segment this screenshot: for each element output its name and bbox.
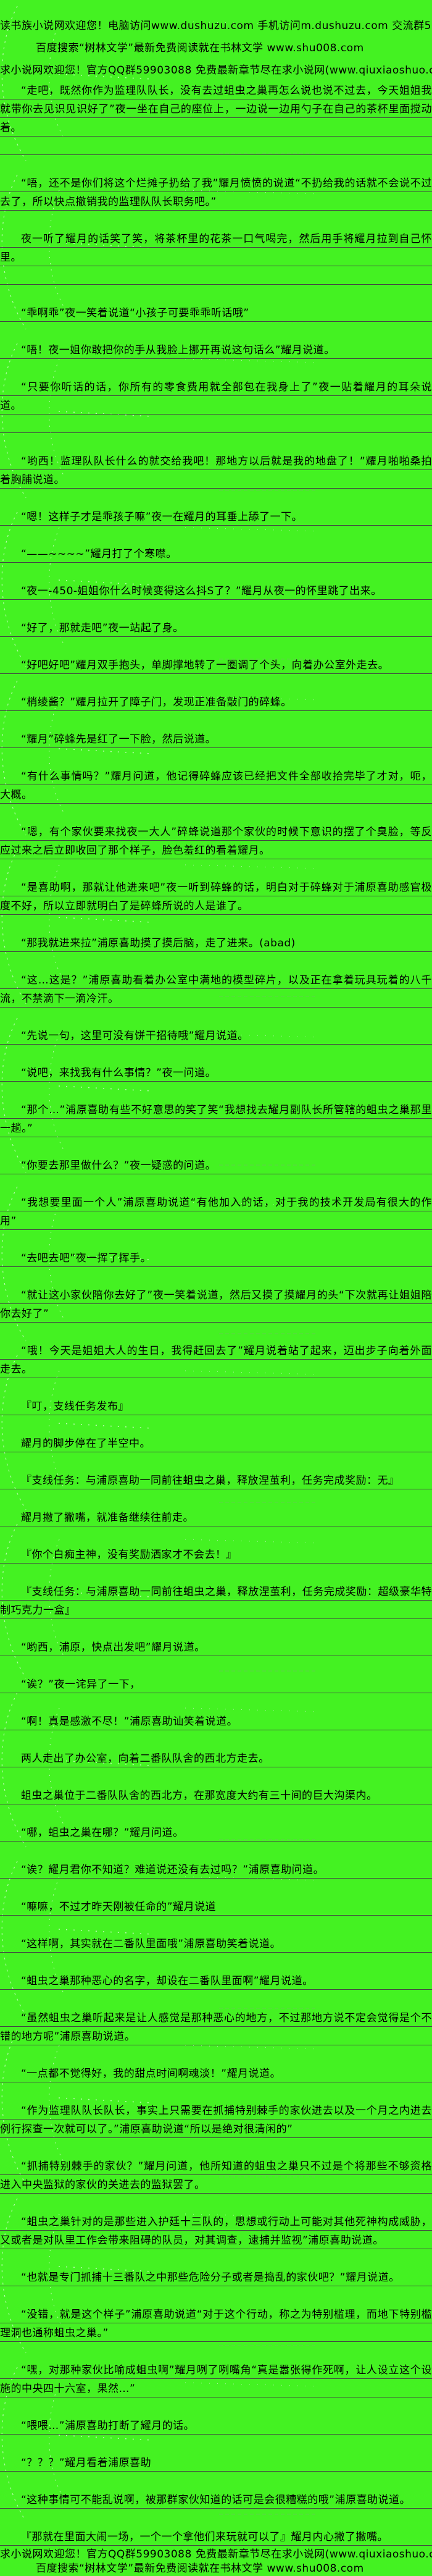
novel-paragraph: “嘛嘛，不过才昨天刚被任命的”耀月说道 (0, 1898, 432, 1916)
novel-paragraph: “这样啊，其实就在二番队里面哦”浦原喜助笑着说道。 (0, 1935, 432, 1953)
novel-paragraph: “哪，蛆虫之巢在哪？”耀月问道。 (0, 1824, 432, 1842)
novel-paragraph: 『你个白痴主神，没有奖励洒家才不会去！』 (0, 1546, 432, 1564)
novel-paragraph: “虽然蛆虫之巢听起来是让人感觉是那种恶心的地方，不过那地方说不定会觉得是个不错的… (0, 2009, 432, 2046)
novel-paragraph: “只要你听话的话，你所有的零食费用就全部包在我身上了”夜一贴着耀月的耳朵说道。 (0, 378, 432, 434)
novel-paragraph: “唔，还不是你们将这个烂摊子扔给了我”耀月愤愤的说道“不扔给我的话就不会说不过去… (0, 174, 432, 211)
novel-paragraph: “有什么事情吗？”耀月问道，他记得碎蜂应该已经把文件全部收拾完毕了才对，呃，大概… (0, 767, 432, 804)
novel-paragraph: “我想要里面一个人”浦原喜助说道“有他加入的话，对于我的技术开发局有很大的作用” (0, 1193, 432, 1231)
novel-paragraph: “好吧好吧”耀月双手抱头，单脚撑地转了一圈调了个头，向着办公室外走去。 (0, 656, 432, 675)
novel-paragraph: “也就是专门抓捕十三番队之中那些危险分子或者是捣乱的家伙吧？”耀月说道。 (0, 2268, 432, 2287)
novel-paragraph: “那我就进来拉”浦原喜助摸了摸后脑，走了进来。(abad) (0, 934, 432, 953)
site-promo-dushuzu: 读书族小说网欢迎您！电脑访问www.dushuzu.com 手机访问m.dush… (0, 20, 432, 32)
novel-paragraph: “嘿，对那种家伙比喻成蛆虫啊”耀月咧了咧嘴角“真是嚣张得作死啊，让人设立这个设施… (0, 2361, 432, 2398)
novel-paragraph: “诶？耀月君你不知道？难道说还没有去过吗？”浦原喜助问道。 (0, 1861, 432, 1879)
novel-paragraph: “唔！夜一姐你敢把你的手从我脸上挪开再说这句话么”耀月说道。 (0, 341, 432, 360)
novel-paragraph: “这…这是？”浦原喜助看着办公室中满地的模型碎片，以及正在拿着玩具玩着的八千流，… (0, 971, 432, 1008)
footer-promo-shu008: 百度搜索“树林文学”最新免费阅读就在书林文学 www.shu008.com (36, 2562, 364, 2575)
novel-paragraph: “哦！今天是姐姐大人的生日，我得赶回去了”耀月说着站了起来，迈出步子向着外面走去… (0, 1342, 432, 1379)
novel-paragraph: “嗯！这样子才是乖孩子嘛”夜一在耀月的耳垂上舔了一下。 (0, 508, 432, 526)
novel-paragraph: “蛆虫之巢那种恶心的名字，却设在二番队里面啊”耀月说道。 (0, 1972, 432, 1990)
novel-paragraph: “蛆虫之巢针对的是那些进入护廷十三队的，思想或行动上可能对其他死神构成威胁，又或… (0, 2213, 432, 2250)
novel-paragraph: “嗯，有个家伙要来找夜一大人”碎蜂说道那个家伙的时候下意识的摆了个臭脸，等反应过… (0, 823, 432, 860)
novel-paragraph: 『支线任务：与浦原喜助一同前往蛆虫之巢，释放涅茧利，任务完成奖励：超级豪华特制巧… (0, 1583, 432, 1620)
novel-paragraph: “？？？”耀月看着浦原喜助 (0, 2454, 432, 2472)
novel-paragraph: 『支线任务：与浦原喜助一同前往蛆虫之巢，释放涅茧利，任务完成奖励：无』 (0, 1471, 432, 1490)
novel-paragraph: 夜一听了耀月的话笑了笑，将茶杯里的花茶一口气喝完，然后用手将耀月拉到自己怀里。 (0, 230, 432, 285)
novel-paragraph: 两人走出了办公室，向着二番队队舍的西北方走去。 (0, 1749, 432, 1768)
novel-paragraph: “乖啊乖”夜一笑着说道“小孩子可要乖乖听话哦” (0, 304, 432, 322)
novel-paragraph: “先说一句，这里可没有饼干招待哦”耀月说道。 (0, 1027, 432, 1045)
novel-paragraph: 耀月撇了撇嘴，就准备继续往前走。 (0, 1509, 432, 1527)
novel-paragraph: “就让这小家伙陪你去好了”夜一笑着说道，然后又摸了摸耀月的头“下次就再让姐姐陪你… (0, 1286, 432, 1323)
novel-paragraph: 耀月的脚步停在了半空中。 (0, 1434, 432, 1453)
novel-paragraph: 蛆虫之巢位于二番队队舍的西北方，在那宽度大约有三十间的巨大沟渠内。 (0, 1787, 432, 1805)
novel-paragraph: “——~~~~”耀月打了个寒噤。 (0, 545, 432, 563)
novel-paragraph: “诶？”夜一诧异了一下， (0, 1675, 432, 1694)
site-promo-shu008: 百度搜索“树林文学”最新免费阅读就在书林文学 www.shu008.com (36, 42, 364, 54)
novel-paragraph: 『那就在里面大闹一场，一个一个拿他们来玩就可以了』耀月内心撇了撇嘴。 (0, 2528, 432, 2546)
site-footer: 求小说网欢迎您！官方QQ群59903088 免费最新章节尽在求小说网(www.q… (0, 2548, 432, 2576)
site-promo-qiuxiaoshuo: 求小说网欢迎您！官方QQ群59903088 免费最新章节尽在求小说网(www.q… (0, 64, 432, 77)
novel-paragraph: “好了，那就走吧”夜一站起了身。 (0, 619, 432, 638)
novel-paragraph: “喂喂…”浦原喜助打断了耀月的话。 (0, 2417, 432, 2435)
novel-paragraph: “是喜助啊，那就让他进来吧”夜一听到碎蜂的话，明白对于碎蜂对于浦原喜助感官极度不… (0, 878, 432, 915)
novel-paragraph: “啊！真是感激不尽！”浦原喜助讪笑着说道。 (0, 1712, 432, 1731)
novel-paragraph: “说吧，来找我有什么事情？”夜一问道。 (0, 1064, 432, 1082)
novel-paragraph: “哟西，浦原，快点出发吧”耀月说道。 (0, 1638, 432, 1657)
novel-paragraph: “一点都不觉得好，我的甜点时间啊魂淡！”耀月说道。 (0, 2065, 432, 2083)
chapter-text: “走吧，既然你作为监理队队长，没有去过蛆虫之巢再怎么说也说不过去，今天姐姐我就带… (0, 82, 432, 2546)
novel-paragraph: “那个…”浦原喜助有些不好意思的笑了笑“我想找去耀月副队长所管辖的蛆虫之巢那里一… (0, 1101, 432, 1138)
novel-paragraph: “哟西！监理队队长什么的就交给我吧！那地方以后就是我的地盘了！”耀月啪啪桑拍着胸… (0, 452, 432, 489)
novel-paragraph: “没错，就是这个样子”浦原喜助说道“对于这个行动，称之为特别槛理，而地下特别槛理… (0, 2305, 432, 2342)
novel-paragraph: “走吧，既然你作为监理队队长，没有去过蛆虫之巢再怎么说也说不过去，今天姐姐我就带… (0, 82, 432, 156)
novel-paragraph: 『叮，支线任务发布』 (0, 1397, 432, 1416)
footer-promo-qiuxiaoshuo: 求小说网欢迎您！官方QQ群59903088 免费最新章节尽在求小说网(www.q… (0, 2548, 432, 2561)
novel-paragraph: “抓捕特别棘手的家伙？”耀月问道，他所知道的蛆虫之巢只不过是个将那些不够资格进入… (0, 2157, 432, 2194)
novel-paragraph: “你要去那里做什么？”夜一疑惑的问道。 (0, 1156, 432, 1175)
novel-paragraph: “梢绫酱？”耀月拉开了障子门，发现正准备敲门的碎蜂。 (0, 693, 432, 712)
site-header: 读书族小说网欢迎您！电脑访问www.dushuzu.com 手机访问m.dush… (0, 0, 432, 82)
novel-paragraph: “这种事情可不能乱说啊，被那群家伙知道的话可是会很糟糕的哦”浦原喜助说道。 (0, 2491, 432, 2509)
novel-paragraph: “去吧去吧”夜一挥了挥手。 (0, 1249, 432, 1268)
novel-paragraph: “作为监理队队长队长，事实上只需要在抓捕特别棘手的家伙进去以及一个月之内进去例行… (0, 2102, 432, 2139)
novel-paragraph: “夜一-450-姐姐你什么时候变得这么抖S了？”耀月从夜一的怀里跳了出来。 (0, 582, 432, 600)
novel-paragraph: “耀月”碎蜂先是红了一下脸，然后说道。 (0, 730, 432, 749)
